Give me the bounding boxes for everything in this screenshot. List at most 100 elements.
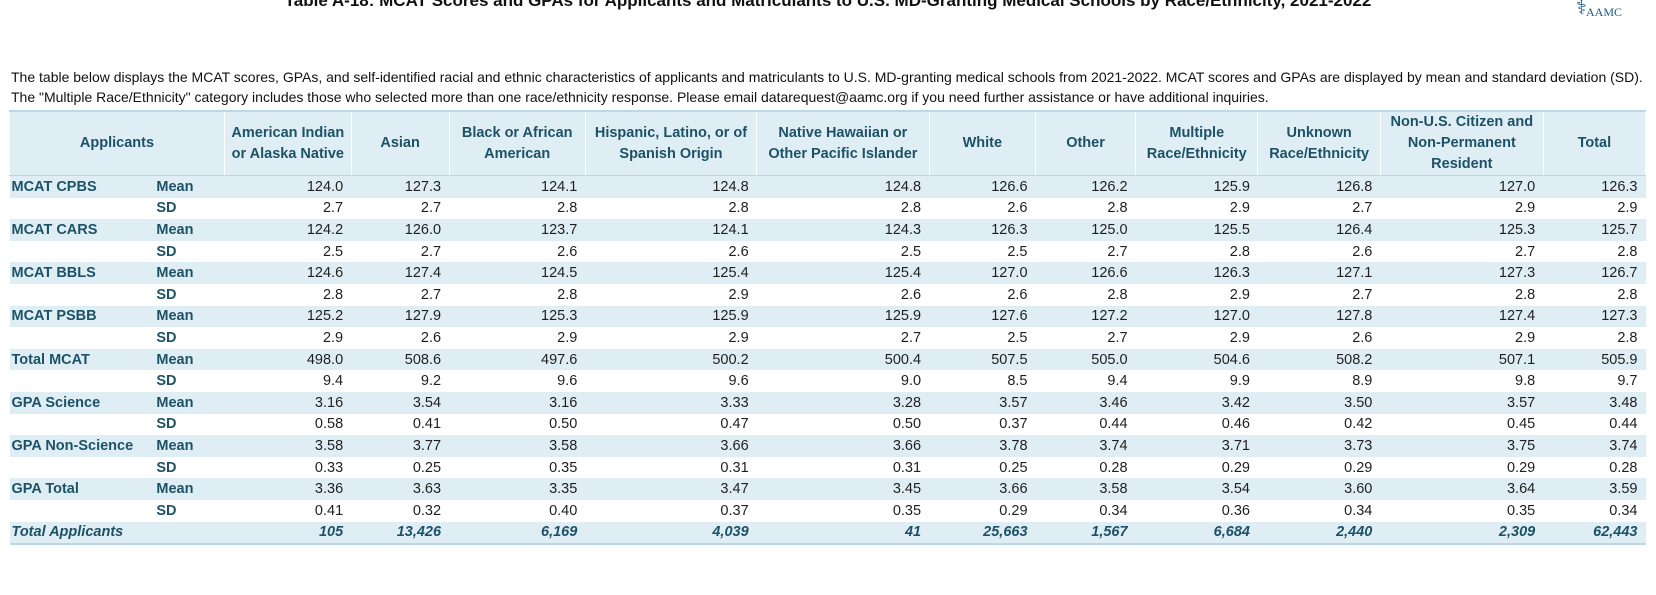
- table-cell: 2.9: [1229, 200, 1250, 217]
- table-cell: 2.8: [900, 200, 922, 217]
- total-cell: 13,426: [351, 521, 450, 546]
- table-cell: 2.9: [1515, 200, 1536, 217]
- table-row: GPA Total Mean 3.36 3.63 3.35 3.47 3.45 3.66 3.5…: [9, 478, 1646, 500]
- row-metric-label: [10, 198, 157, 220]
- table-cell: 3.47: [585, 478, 757, 500]
- table-cell: 2.8: [1617, 286, 1638, 303]
- table-row: MCAT BBLS Mean 124.6 127.4 124.5 125.4 125.4 12…: [9, 262, 1646, 284]
- table-cell: 0.50: [892, 416, 922, 433]
- table-cell: 2.5: [322, 243, 344, 260]
- table-cell: 497.6: [449, 348, 586, 371]
- row-stat-label: Mean: [156, 262, 225, 284]
- table-cell: 3.75: [1380, 435, 1544, 457]
- table-row: SD 2.5 2.7 2.6 2.6 2.5 2.5 2.7 2.8 2.6 2.7 2.8: [10, 241, 1646, 263]
- table-cell: 124.0: [224, 175, 352, 198]
- table-cell: 2.9: [1229, 329, 1250, 346]
- table-cell: 2.9: [322, 329, 344, 346]
- table-cell: 0.36: [1221, 502, 1250, 519]
- row-stat-label: SD: [156, 200, 177, 217]
- table-cell: 3.60: [1257, 478, 1381, 500]
- table-cell: 2.7: [322, 200, 344, 217]
- table-cell: 2.7: [1352, 200, 1373, 217]
- column-header: Asian: [350, 110, 450, 176]
- column-header: Multiple Race/Ethnicity: [1135, 110, 1259, 176]
- table-row: GPA Science Mean 3.16 3.54 3.16 3.33 3.28 3.57 3…: [9, 391, 1646, 414]
- table-cell: 2.8: [557, 286, 578, 303]
- table-cell: 3.45: [756, 478, 930, 500]
- table-cell: 0.41: [412, 416, 442, 433]
- table-cell: 2.5: [1007, 329, 1028, 346]
- table-cell: 3.58: [449, 435, 586, 457]
- table-row: SD 0.58 0.41 0.50 0.47 0.50 0.37 0.44 0.46 0.42 0.…: [10, 414, 1646, 436]
- table-cell: 127.9: [351, 305, 450, 328]
- table-cell: 0.34: [1344, 502, 1373, 519]
- table-cell: 0.50: [549, 416, 578, 433]
- table-cell: 124.5: [449, 262, 586, 284]
- row-metric-label: [10, 414, 157, 436]
- table-cell: 2.7: [420, 200, 442, 217]
- table-cell: 3.59: [1543, 478, 1646, 500]
- table-row: MCAT CPBS Mean 124.0 127.3 124.1 124.8 124.8 12…: [9, 175, 1646, 198]
- table-cell: 2.7: [1107, 243, 1128, 260]
- table-cell: 2.6: [1352, 329, 1373, 346]
- table-cell: 2.8: [1617, 329, 1638, 346]
- row-stat-label: Mean: [156, 305, 225, 328]
- table-cell: 127.6: [929, 305, 1036, 328]
- table-cell: 2.7: [420, 243, 442, 260]
- table-cell: 0.29: [999, 502, 1028, 519]
- table-cell: 3.64: [1380, 478, 1544, 500]
- table-cell: 3.33: [585, 391, 757, 414]
- table-cell: 2.6: [728, 243, 749, 260]
- table-cell: 3.54: [351, 391, 450, 414]
- caduceus-icon: ⚕: [1576, 0, 1587, 19]
- table-cell: 3.74: [1543, 435, 1646, 457]
- table-cell: 126.2: [1035, 175, 1136, 198]
- column-header: Black or African American: [448, 110, 586, 176]
- table-cell: 3.48: [1543, 391, 1646, 414]
- row-stat-label: SD: [156, 373, 177, 390]
- table-cell: 0.34: [1099, 502, 1128, 519]
- table-cell: 3.57: [929, 391, 1036, 414]
- table-cell: 125.4: [585, 262, 757, 284]
- row-metric-label: MCAT CPBS: [9, 175, 157, 198]
- table-row: MCAT PSBB Mean 125.2 127.9 125.3 125.9 125.9 12…: [9, 305, 1646, 328]
- row-stat-label: SD: [156, 416, 177, 433]
- table-cell: 2.7: [1352, 286, 1373, 303]
- table-cell: 2.9: [728, 329, 749, 346]
- table-cell: 3.16: [449, 391, 586, 414]
- table-cell: 2.6: [1007, 286, 1028, 303]
- row-metric-label: [10, 457, 157, 479]
- table-cell: 505.0: [1035, 348, 1136, 371]
- table-cell: 0.45: [1506, 416, 1536, 433]
- table-body: MCAT CPBS Mean 124.0 127.3 124.1 124.8 124.8 12…: [9, 175, 1646, 546]
- table-cell: 9.4: [1107, 373, 1128, 390]
- table-cell: 3.78: [929, 435, 1036, 457]
- table-description: The table below displays the MCAT scores…: [11, 69, 1643, 105]
- table-cell: 125.9: [756, 305, 930, 328]
- table-cell: 0.42: [1344, 416, 1373, 433]
- table-cell: 124.1: [449, 175, 586, 198]
- row-stat-label: SD: [156, 502, 177, 519]
- table-cell: 125.0: [1035, 219, 1136, 241]
- table-cell: 125.2: [224, 305, 352, 328]
- table-cell: 9.4: [322, 373, 344, 390]
- table-cell: 0.25: [412, 459, 442, 476]
- table-cell: 127.3: [351, 175, 450, 198]
- row-metric-label: Total MCAT: [9, 348, 157, 371]
- table-cell: 125.7: [1543, 219, 1646, 241]
- table-cell: 0.35: [892, 502, 922, 519]
- table-cell: 127.1: [1257, 262, 1381, 284]
- row-metric-label: MCAT CARS: [9, 219, 157, 241]
- table-cell: 0.29: [1506, 459, 1536, 476]
- table-cell: 0.44: [1609, 416, 1638, 433]
- table-cell: 0.33: [314, 459, 344, 476]
- table-cell: 8.9: [1352, 373, 1373, 390]
- table-row: GPA Non-Science Mean 3.58 3.77 3.58 3.66 3.66 3…: [9, 435, 1646, 457]
- table-cell: 2.8: [1515, 286, 1536, 303]
- row-stat-label: Mean: [156, 391, 225, 414]
- column-header: Hispanic, Latino, or of Spanish Origin: [584, 110, 758, 176]
- table-cell: 2.8: [1107, 200, 1128, 217]
- table-row: MCAT CARS Mean 124.2 126.0 123.7 124.1 124.3 12…: [9, 219, 1646, 241]
- table-cell: 3.16: [224, 391, 352, 414]
- total-cell: 2,440: [1257, 521, 1381, 546]
